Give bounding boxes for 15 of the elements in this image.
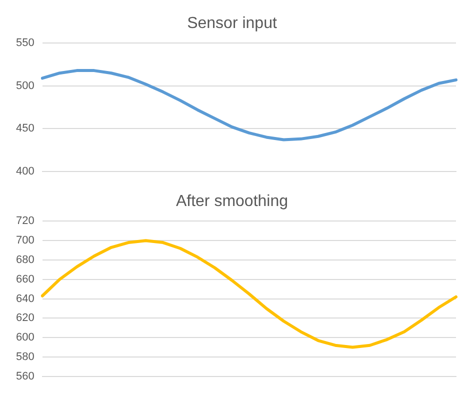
y-tick-label: 500 (16, 80, 34, 92)
chart-title: Sensor input (187, 15, 278, 32)
y-tick-label: 560 (16, 370, 34, 382)
y-tick-label: 660 (16, 273, 34, 286)
y-tick-label: 680 (16, 254, 34, 266)
y-tick-label: 640 (16, 292, 34, 305)
y-tick-label: 620 (16, 312, 34, 324)
y-tick-label: 400 (16, 165, 34, 178)
y-tick-label: 450 (16, 122, 34, 135)
y-tick-label: 720 (16, 215, 34, 228)
y-tick-label: 700 (16, 234, 34, 247)
y-tick-label: 600 (16, 332, 34, 344)
y-tick-label: 550 (16, 37, 34, 50)
y-tick-label: 580 (16, 351, 34, 364)
chart-title: After smoothing (176, 193, 288, 210)
